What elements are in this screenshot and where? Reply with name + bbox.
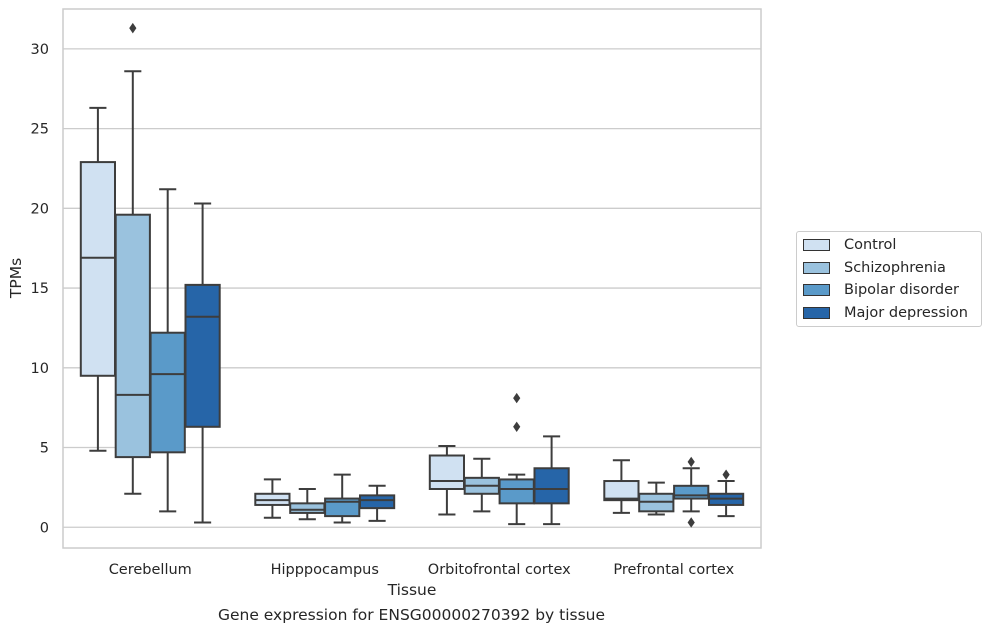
outlier-point [513,421,521,433]
outlier-point [513,392,521,404]
y-tick-label: 15 [31,281,49,297]
y-axis-label: TPMs [7,258,25,299]
box-control-orbitofrontal-cortex [428,444,466,516]
box-bipolar-disorder-hipppocampus [324,473,361,524]
legend-swatch-schizophrenia [803,261,830,274]
box-iqr [149,331,186,454]
x-tick-label: Hipppocampus [271,562,379,578]
outlier-point [722,469,730,480]
box-major-depression-hipppocampus [358,484,396,522]
box-major-depression-cerebellum [184,202,221,524]
box-iqr [428,454,466,490]
box-schizophrenia-orbitofrontal-cortex [463,457,500,513]
legend-label-schizophrenia: Schizophrenia [844,259,946,276]
x-tick-label: Orbitofrontal cortex [428,562,571,578]
y-tick-label: 10 [31,361,49,377]
box-iqr [79,161,117,377]
y-tick-label: 0 [40,520,49,536]
box-schizophrenia-hipppocampus [289,487,326,521]
legend-item-bipolar-disorder: Bipolar disorder [803,280,959,300]
legend: Control Schizophrenia Bipolar disorder M… [796,231,982,327]
box-schizophrenia-prefrontal-cortex [638,481,675,516]
box-layer [79,22,745,528]
legend-swatch-bipolar-disorder [803,284,830,296]
box-iqr [289,502,326,514]
box-schizophrenia-cerebellum [114,22,151,495]
y-tick-label: 20 [31,201,49,217]
box-iqr [603,480,640,502]
x-axis-label: Tissue [387,581,437,599]
box-major-depression-orbitofrontal-cortex [533,435,570,526]
box-major-depression-prefrontal-cortex [707,469,745,518]
legend-item-schizophrenia: Schizophrenia [803,258,946,278]
legend-item-major-depression: Major depression [803,303,968,323]
box-iqr [533,467,570,505]
figure-caption: Gene expression for ENSG00000270392 by t… [217,606,606,624]
legend-label-control: Control [844,237,897,253]
legend-label-bipolar-disorder: Bipolar disorder [844,282,959,298]
y-tick-label: 30 [31,42,49,58]
legend-swatch-major-depression [803,306,830,319]
x-tick-label: Cerebellum [109,562,192,578]
box-control-hipppocampus [254,478,291,519]
plot-frame [62,8,762,549]
outlier-point [687,517,695,528]
legend-label-major-depression: Major depression [844,304,968,321]
box-bipolar-disorder-orbitofrontal-cortex [498,392,535,526]
box-iqr [184,283,221,428]
box-iqr [498,478,535,505]
y-tick-label: 5 [40,441,49,457]
box-bipolar-disorder-prefrontal-cortex [673,456,710,528]
box-control-prefrontal-cortex [603,459,640,514]
legend-item-control: Control [803,235,896,255]
y-tick-label: 25 [31,122,49,138]
legend-swatch-control [803,239,830,251]
box-control-cerebellum [79,106,117,452]
outlier-point [687,456,695,468]
box-iqr [358,494,396,510]
outlier-point [129,22,137,34]
box-iqr [673,484,710,500]
box-bipolar-disorder-cerebellum [149,188,186,513]
box-iqr [114,213,151,459]
x-tick-label: Prefrontal cortex [613,562,734,578]
tick-label-layer: 0 5 10 15 20 25 30 Cerebellum Hipppocampus Orbito… [31,42,735,578]
